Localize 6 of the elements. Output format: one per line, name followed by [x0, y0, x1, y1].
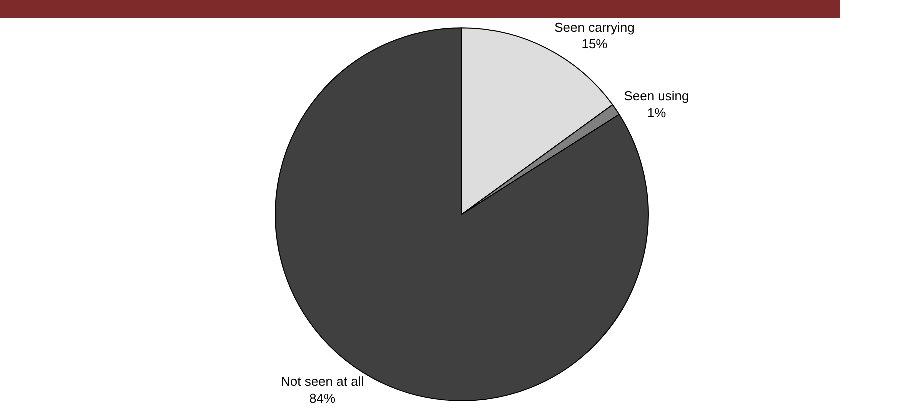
slice-label: Seen carrying [554, 20, 635, 35]
slice-label: Seen using [624, 88, 690, 104]
data-label: 1% [647, 106, 667, 121]
slice-label: Not seen at all [280, 374, 364, 390]
data-label: 15% [582, 36, 608, 52]
data-label: 84% [310, 391, 336, 406]
